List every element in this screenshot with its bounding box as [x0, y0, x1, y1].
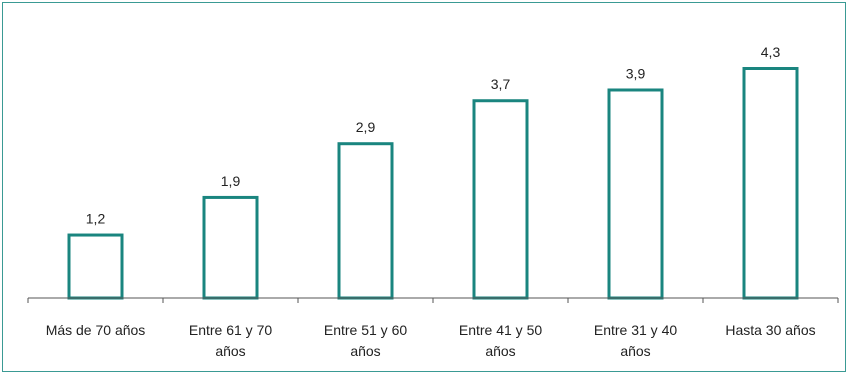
bar-value-label: 1,2: [86, 211, 106, 227]
bar: [337, 142, 394, 300]
x-tick-label: Entre 51 y 60 años: [324, 322, 407, 359]
bar-chart: 1,2 Más de 70 años 1,9 Entre 61 y 70 años 2,9…: [27, 44, 839, 359]
x-tick-label: Más de 70 años: [46, 322, 146, 338]
x-tick-label: Entre 31 y 40 años: [594, 322, 677, 359]
x-tick-label: Entre 41 y 50 años: [459, 322, 542, 359]
bar: [472, 99, 529, 300]
bar-value-label: 1,9: [221, 173, 241, 189]
bar: [202, 195, 259, 300]
bar-value-label: 3,9: [626, 65, 646, 81]
bar-value-label: 3,7: [491, 76, 511, 92]
x-tick-label: Hasta 30 años: [725, 322, 815, 338]
bars-group: [67, 67, 799, 300]
x-tick-label: Entre 61 y 70 años: [189, 322, 272, 359]
bar-value-label: 2,9: [356, 119, 376, 135]
bar: [742, 67, 799, 300]
labels-group: 1,2 Más de 70 años 1,9 Entre 61 y 70 años 2,9…: [46, 44, 816, 359]
bar: [607, 88, 664, 300]
bar-value-label: 4,3: [761, 44, 781, 60]
x-axis: [27, 297, 839, 303]
bar: [67, 233, 124, 300]
